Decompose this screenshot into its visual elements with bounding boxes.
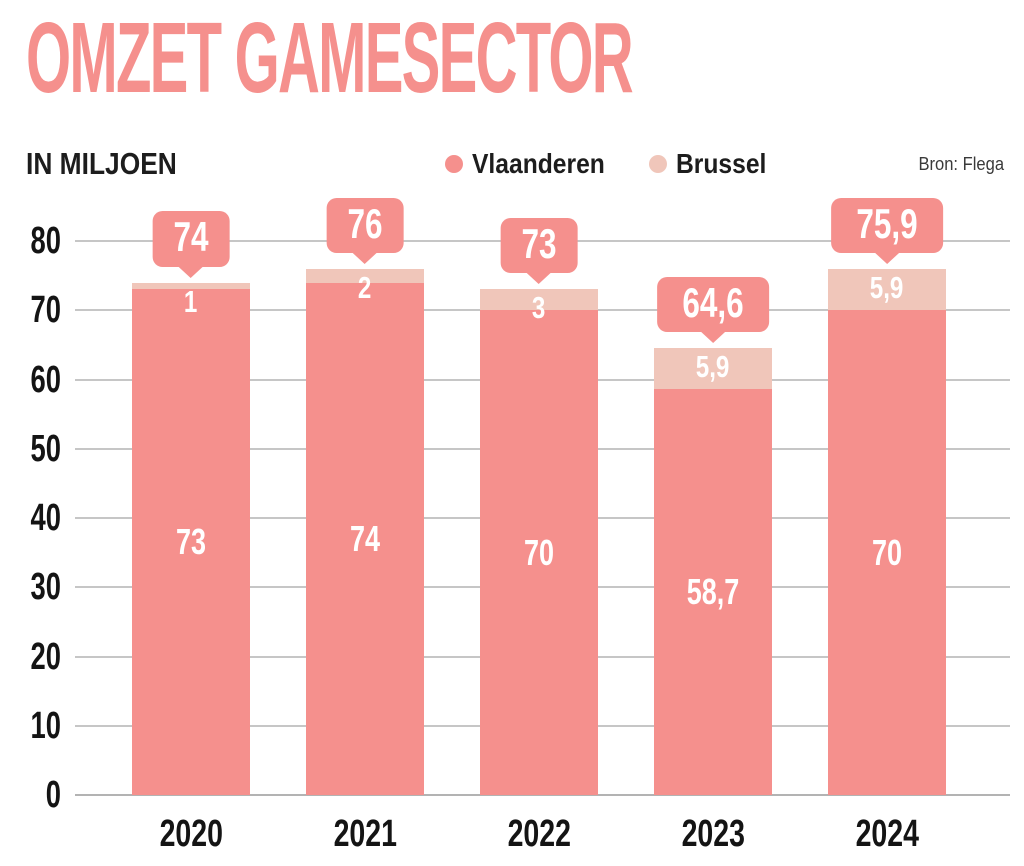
bars-layer: 73 1 74 2020 74 2 76 2021 70 3 73 2022 58,7 5,9 64,6 20… xyxy=(104,197,974,853)
bar-group-2024: 70 5,9 75,9 2024 xyxy=(800,198,974,853)
brussel-value-label: 1 xyxy=(184,283,198,319)
source-credit: Bron: Flega xyxy=(918,153,1004,174)
vlaanderen-value-label: 70 xyxy=(871,531,903,573)
y-tick-label: 60 xyxy=(30,358,61,401)
vlaanderen-segment: 74 xyxy=(306,282,424,795)
y-tick-label: 50 xyxy=(30,427,61,470)
callout-pointer-icon xyxy=(874,252,900,265)
vlaanderen-segment: 73 xyxy=(132,289,250,795)
legend-label-brussel: Brussel xyxy=(676,148,767,179)
bar-group-2020: 73 1 74 2020 xyxy=(104,211,278,853)
brussel-segment xyxy=(132,282,250,290)
brussel-value-label: 3 xyxy=(532,290,546,326)
brussel-segment xyxy=(306,268,424,283)
callout-pointer-icon xyxy=(178,265,204,278)
x-axis-label-2020: 2020 xyxy=(159,813,223,855)
vlaanderen-segment: 70 xyxy=(480,310,598,795)
callout-pointer-icon xyxy=(526,272,552,285)
vlaanderen-dot-icon xyxy=(445,155,464,173)
vlaanderen-value-label: 58,7 xyxy=(686,570,740,612)
vlaanderen-value-label: 70 xyxy=(523,531,555,573)
legend-item-vlaanderen: Vlaanderen xyxy=(445,148,623,180)
brussel-value-label: 2 xyxy=(358,269,372,305)
stacked-bar: 58,7 5,9 xyxy=(654,347,772,795)
x-axis-label-2024: 2024 xyxy=(855,813,919,855)
y-tick-label: 70 xyxy=(30,289,61,332)
x-axis-label-2021: 2021 xyxy=(333,813,397,855)
x-axis-label-2022: 2022 xyxy=(507,813,571,855)
legend-item-brussel: Brussel xyxy=(649,148,779,180)
brussel-segment xyxy=(828,269,946,311)
brussel-dot-icon xyxy=(649,155,668,173)
callout-pointer-icon xyxy=(700,330,726,343)
stacked-bar: 73 1 xyxy=(132,282,250,795)
y-tick-label: 20 xyxy=(30,635,61,678)
total-callout: 76 xyxy=(326,197,404,264)
vlaanderen-value-label: 74 xyxy=(349,517,381,559)
bar-group-2021: 74 2 76 2021 xyxy=(278,197,452,853)
plot-area: 73 1 74 2020 74 2 76 2021 70 3 73 2022 58,7 5,9 64,6 20… xyxy=(31,197,1010,853)
x-axis-label-2023: 2023 xyxy=(681,813,745,855)
chart-title: OMZET GAMESECTOR xyxy=(26,2,634,114)
stacked-bar: 74 2 xyxy=(306,268,424,795)
brussel-segment xyxy=(654,347,772,389)
stacked-bar: 70 3 xyxy=(480,289,598,795)
legend-label-vlaanderen: Vlaanderen xyxy=(472,148,606,179)
y-tick-label: 80 xyxy=(30,220,61,262)
vlaanderen-segment: 58,7 xyxy=(654,388,772,795)
brussel-value-label: 5,9 xyxy=(696,348,730,384)
total-callout: 73 xyxy=(500,218,578,285)
y-tick-label: 40 xyxy=(30,497,61,539)
y-tick-label: 0 xyxy=(45,774,61,816)
vlaanderen-segment: 70 xyxy=(828,310,946,795)
chart-header-row: IN MILJOEN Vlaanderen Brussel Bron: Fleg… xyxy=(26,146,1004,182)
brussel-segment xyxy=(480,289,598,311)
gridline-0: 0 xyxy=(46,776,1010,814)
stacked-bar: 70 5,9 xyxy=(828,269,946,795)
vlaanderen-value-label: 73 xyxy=(175,521,207,563)
total-callout: 74 xyxy=(152,211,230,278)
callout-pointer-icon xyxy=(352,251,378,264)
bar-group-2023: 58,7 5,9 64,6 2023 xyxy=(626,241,800,853)
chart-legend: Vlaanderen Brussel xyxy=(445,148,779,180)
bar-group-2022: 70 3 73 2022 xyxy=(452,218,626,853)
brussel-value-label: 5,9 xyxy=(870,270,904,306)
total-callout: 64,6 xyxy=(657,276,769,343)
y-tick-label: 10 xyxy=(30,704,61,747)
chart-subtitle: IN MILJOEN xyxy=(26,146,177,181)
total-callout: 75,9 xyxy=(831,198,943,265)
y-tick-label: 30 xyxy=(30,566,61,609)
